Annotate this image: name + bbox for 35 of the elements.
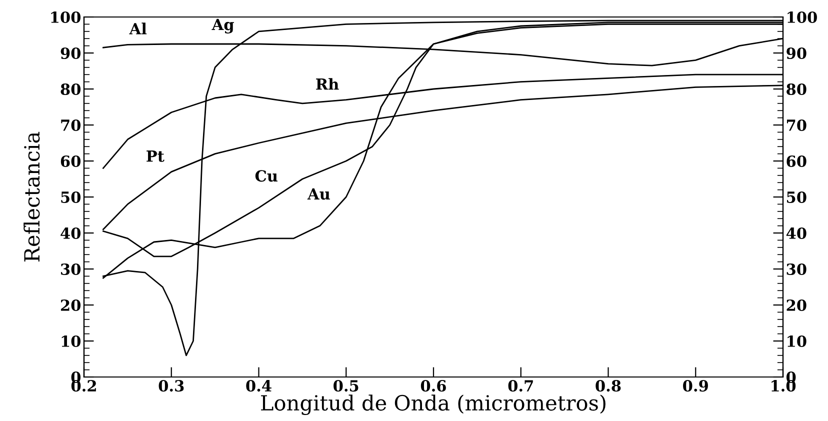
- x-tick-label: 0.6: [420, 380, 446, 392]
- y-tick-label: 50: [61, 191, 81, 204]
- annotation: Al: [129, 22, 147, 34]
- x-axis-title: Longitud de Onda (micrometros): [261, 394, 606, 416]
- y-tick-label: 100: [51, 11, 81, 24]
- y2-tick-label: 90: [786, 47, 806, 60]
- y2-tick-label: 80: [786, 83, 806, 96]
- annotation: Ag: [212, 18, 234, 34]
- y2-tick-label: 30: [786, 263, 806, 276]
- x-tick-label: 0.7: [508, 380, 533, 392]
- annotation: Pt: [146, 150, 164, 162]
- y-tick-label: 40: [60, 227, 81, 240]
- annotation: Cu: [255, 170, 278, 182]
- y2-tick-label: 40: [786, 227, 806, 240]
- x-tick-label: 0.5: [334, 380, 358, 392]
- y-tick-label: 20: [60, 299, 81, 312]
- y-tick-label: 70: [61, 119, 81, 132]
- y2-tick-label: 70: [786, 119, 806, 132]
- y2-tick-label: 50: [787, 191, 806, 204]
- y-tick-label: 90: [60, 47, 81, 60]
- x-tick-label: 0.3: [158, 380, 184, 392]
- y2-tick-label: 60: [786, 155, 806, 168]
- x-tick-label: 0.4: [246, 380, 272, 392]
- y-tick-label: 10: [62, 335, 81, 348]
- x-tick-label: 0.9: [683, 380, 708, 392]
- x-tick-label: 0.8: [596, 380, 621, 392]
- annotation: Rh: [316, 78, 339, 90]
- y-tick-label: 30: [61, 263, 81, 276]
- y2-tick-label: 10: [788, 335, 806, 348]
- y-tick-label: 80: [60, 83, 81, 96]
- y2-tick-label: 20: [786, 299, 806, 312]
- y-tick-label: 60: [60, 155, 81, 168]
- y2-tick-label: 100: [788, 11, 817, 24]
- y-axis-title: Reflectancia: [24, 132, 40, 262]
- annotation: Au: [307, 188, 330, 200]
